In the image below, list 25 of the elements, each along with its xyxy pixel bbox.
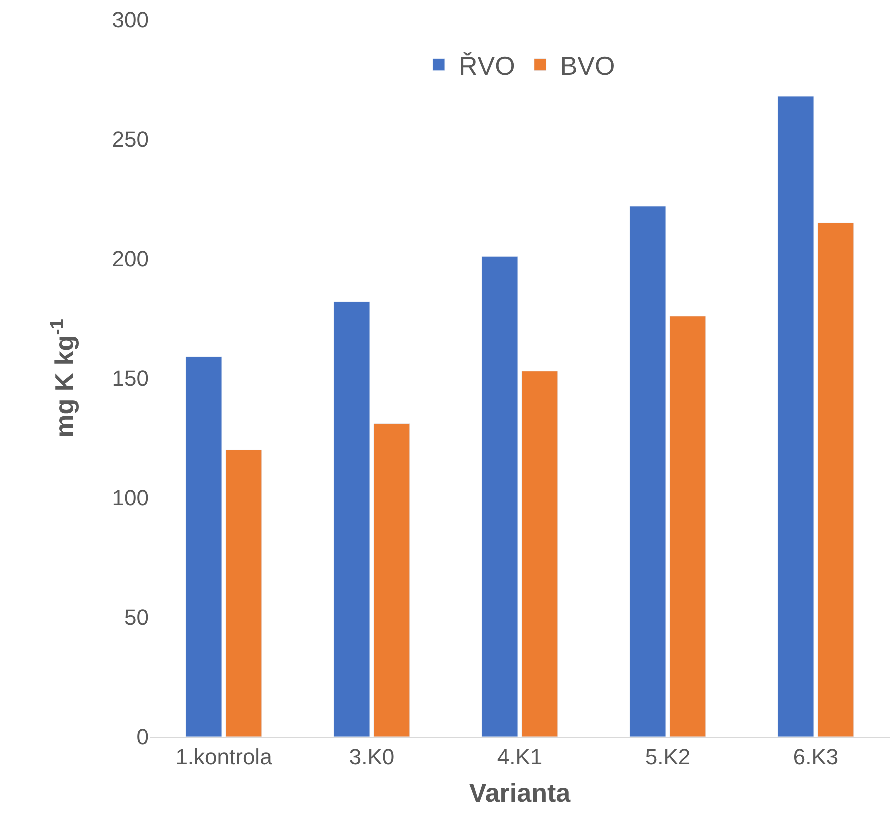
y-tick-label: 200 xyxy=(112,246,149,272)
legend-label: ŘVO xyxy=(459,51,516,82)
y-tick-label: 300 xyxy=(112,8,149,33)
bar xyxy=(482,256,518,737)
x-axis-title: Varianta xyxy=(469,778,572,808)
bar xyxy=(630,206,666,737)
x-tick-label: 1.kontrola xyxy=(176,744,274,770)
x-tick-label: 6.K3 xyxy=(793,744,839,770)
y-tick-label: 100 xyxy=(112,486,149,511)
y-tick-label: 250 xyxy=(112,127,149,152)
bar xyxy=(778,96,814,737)
bar xyxy=(670,316,706,737)
bar xyxy=(818,222,854,737)
bar xyxy=(334,302,370,737)
y-tick-label: 0 xyxy=(136,724,149,750)
bar xyxy=(186,356,222,737)
bar xyxy=(226,450,262,737)
x-tick-label: 3.K0 xyxy=(349,744,395,770)
y-tick-label: 50 xyxy=(124,605,149,630)
bar xyxy=(522,371,558,737)
bar xyxy=(374,424,410,737)
x-tick-label: 4.K1 xyxy=(497,744,543,770)
legend-label: BVO xyxy=(560,51,616,82)
y-tick-label: 150 xyxy=(112,366,149,392)
x-tick-label: 5.K2 xyxy=(645,744,691,770)
